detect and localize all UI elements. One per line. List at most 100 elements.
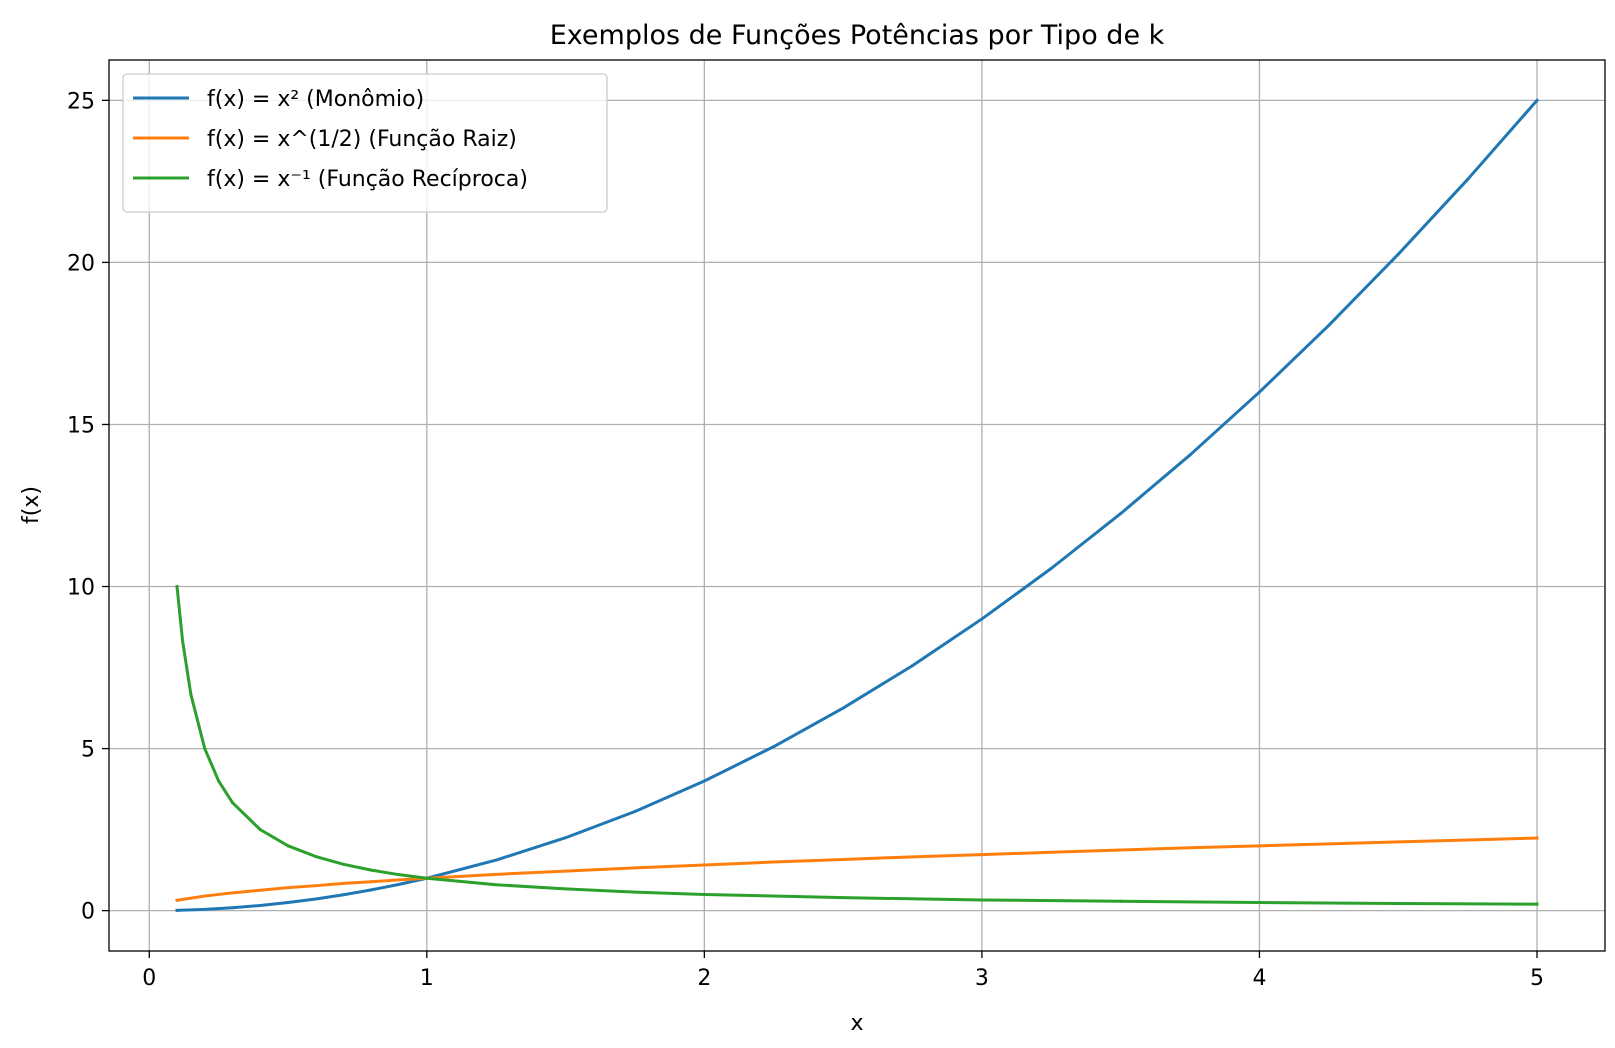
plot-frame	[108, 59, 1606, 952]
data-point	[1535, 836, 1539, 840]
data-point	[258, 888, 262, 892]
x-tick-label: 3	[975, 966, 989, 991]
legend: f(x) = x² (Monômio) f(x) = x^(1/2) (Funçã…	[122, 73, 608, 213]
legend-entry-1: f(x) = x² (Monômio)	[207, 87, 424, 112]
data-point	[231, 891, 235, 895]
y-axis-label: f(x)	[19, 486, 44, 524]
data-point	[1396, 902, 1400, 906]
x-tick-label: 1	[420, 966, 434, 991]
data-point	[342, 881, 346, 885]
x-tick-label: 0	[142, 966, 156, 991]
data-point	[841, 857, 845, 861]
data-point	[494, 858, 498, 862]
data-point	[911, 664, 915, 668]
data-point	[203, 894, 207, 898]
data-point	[1257, 901, 1261, 905]
data-point	[1119, 899, 1123, 903]
series-lines	[175, 98, 1540, 912]
data-point	[314, 884, 318, 888]
data-point	[203, 747, 207, 751]
data-point	[369, 888, 373, 892]
legend-box	[122, 73, 608, 213]
data-point	[564, 887, 568, 891]
data-point	[1396, 840, 1400, 844]
data-point	[258, 828, 262, 832]
data-point	[564, 836, 568, 840]
y-tick-label: 25	[67, 89, 95, 114]
data-point	[1049, 566, 1053, 570]
series-line-2	[175, 836, 1539, 902]
y-tick-label: 10	[67, 576, 95, 601]
x-tick-label: 2	[697, 966, 711, 991]
data-point	[342, 893, 346, 897]
data-point	[203, 907, 207, 911]
data-point	[369, 880, 373, 884]
y-axis-ticks: 0 5 10 15 20 25	[67, 89, 109, 925]
chart-title: Exemplos de Funções Potências por Tipo d…	[550, 20, 1165, 51]
data-point	[1119, 512, 1123, 516]
legend-entry-2: f(x) = x^(1/2) (Função Raiz)	[207, 127, 517, 152]
data-point	[1535, 902, 1539, 906]
data-point	[314, 897, 318, 901]
data-point	[286, 901, 290, 905]
data-point	[702, 779, 706, 783]
data-point	[314, 855, 318, 859]
data-point	[397, 873, 401, 877]
data-point	[633, 809, 637, 813]
data-point	[231, 906, 235, 910]
data-point	[564, 869, 568, 873]
data-point	[1188, 846, 1192, 850]
data-point	[231, 801, 235, 805]
data-point	[702, 892, 706, 896]
x-tick-label: 5	[1530, 966, 1544, 991]
data-point	[1257, 390, 1261, 394]
data-point	[1188, 453, 1192, 457]
y-tick-label: 15	[67, 413, 95, 438]
series-2	[175, 836, 1539, 902]
data-point	[175, 908, 179, 912]
data-point	[702, 863, 706, 867]
data-point	[633, 866, 637, 870]
x-axis-ticks: 0 1 2 3 4 5	[142, 951, 1544, 991]
data-point	[175, 898, 179, 902]
series-1	[175, 98, 1540, 912]
data-point	[1327, 842, 1331, 846]
data-point	[1396, 252, 1400, 256]
data-point	[980, 617, 984, 621]
data-point	[772, 860, 776, 864]
data-point	[397, 878, 401, 882]
data-point	[286, 886, 290, 890]
data-point	[1466, 838, 1470, 842]
data-point	[425, 876, 429, 880]
series-line-1	[175, 98, 1540, 912]
x-axis-label: x	[850, 1011, 863, 1036]
data-point	[980, 853, 984, 857]
data-point	[494, 883, 498, 887]
y-tick-label: 20	[67, 251, 95, 276]
data-point	[911, 855, 915, 859]
legend-entry-3: f(x) = x⁻¹ (Função Recíproca)	[207, 167, 528, 192]
data-point	[1466, 177, 1470, 181]
data-point	[181, 639, 185, 643]
data-point	[397, 882, 401, 886]
data-point	[369, 868, 373, 872]
data-point	[189, 692, 193, 696]
series-3	[175, 584, 1539, 906]
data-point	[494, 872, 498, 876]
data-point	[1535, 98, 1539, 102]
data-point	[217, 779, 221, 783]
data-point	[258, 903, 262, 907]
data-point	[772, 745, 776, 749]
data-point	[286, 844, 290, 848]
data-point	[633, 890, 637, 894]
data-point	[1327, 323, 1331, 327]
data-point	[980, 898, 984, 902]
data-point	[1257, 844, 1261, 848]
grid	[109, 60, 1605, 951]
y-tick-label: 5	[81, 738, 95, 763]
data-point	[1049, 850, 1053, 854]
data-point	[175, 585, 179, 589]
y-tick-label: 0	[81, 900, 95, 925]
data-point	[841, 896, 845, 900]
